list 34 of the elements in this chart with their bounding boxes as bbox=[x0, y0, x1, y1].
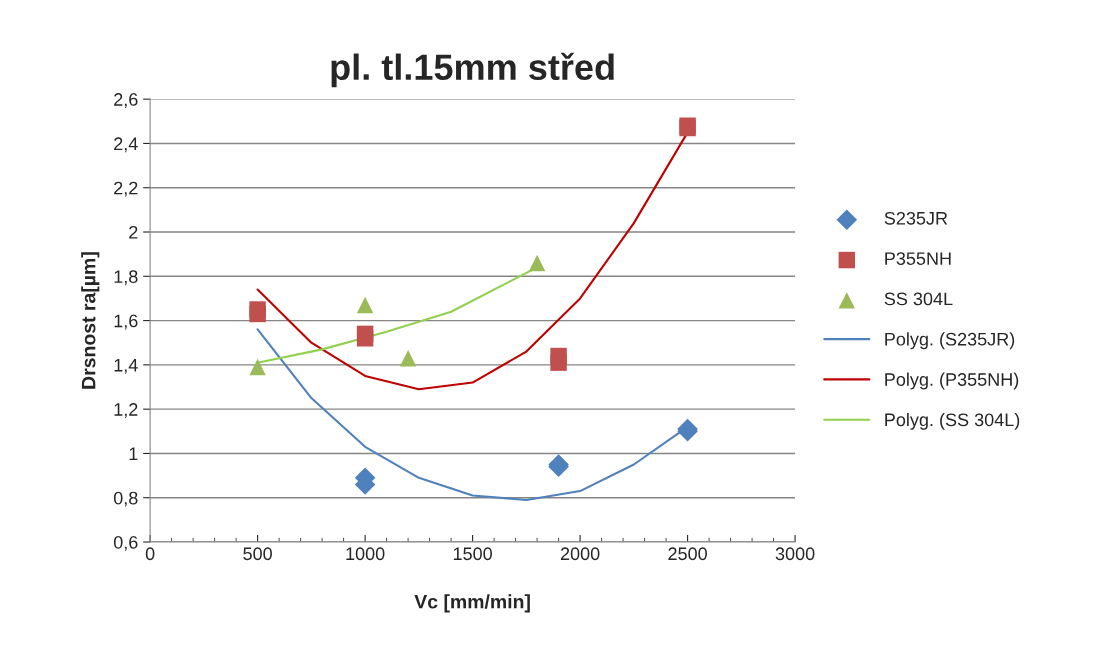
y-axis-title: Drsnost ra[µm] bbox=[81, 252, 100, 389]
legend-label: SS 304L bbox=[884, 292, 953, 306]
y-tick-label: 1,8 bbox=[114, 270, 138, 286]
legend-label: Polyg. (S235JR) bbox=[885, 332, 1015, 350]
x-tick-label: 500 bbox=[243, 547, 272, 561]
x-tick-label: 2500 bbox=[668, 547, 707, 561]
legend-label: S235JR bbox=[884, 211, 948, 225]
y-tick-label: 1,2 bbox=[114, 403, 138, 419]
legend-label: Polyg. (P355NH) bbox=[885, 372, 1019, 390]
point bbox=[249, 358, 266, 376]
y-tick-label: 1,4 bbox=[114, 358, 138, 374]
y-tick-label: 2,6 bbox=[114, 93, 138, 108]
y-tick-label: 0,8 bbox=[113, 491, 138, 507]
point bbox=[550, 354, 567, 371]
legend-label: Polyg. (SS 304L) bbox=[885, 412, 1020, 430]
x-tick-label: 2000 bbox=[560, 547, 600, 561]
x-tick-label: 1000 bbox=[346, 547, 385, 561]
x-axis-title: Vc [mm/min] bbox=[414, 594, 530, 613]
point bbox=[356, 296, 374, 314]
y-tick-label: 2,2 bbox=[114, 181, 138, 197]
y-tick-label: 1,6 bbox=[114, 314, 138, 330]
y-tick-label: 1 bbox=[129, 447, 138, 460]
y-tick-label: 2,4 bbox=[114, 137, 138, 153]
legend-label: P355NH bbox=[885, 252, 951, 265]
point bbox=[249, 305, 266, 323]
y-tick-label: 2 bbox=[129, 225, 138, 239]
point bbox=[399, 350, 417, 367]
x-tick-label: 1500 bbox=[453, 547, 492, 561]
y-tick-label: 0,6 bbox=[113, 535, 138, 551]
chart-title: pl. tl.15mm střed bbox=[331, 52, 614, 88]
point bbox=[528, 254, 546, 272]
point bbox=[356, 330, 374, 347]
x-tick-label: 3000 bbox=[775, 547, 815, 561]
x-tick-label: 0 bbox=[145, 547, 155, 561]
